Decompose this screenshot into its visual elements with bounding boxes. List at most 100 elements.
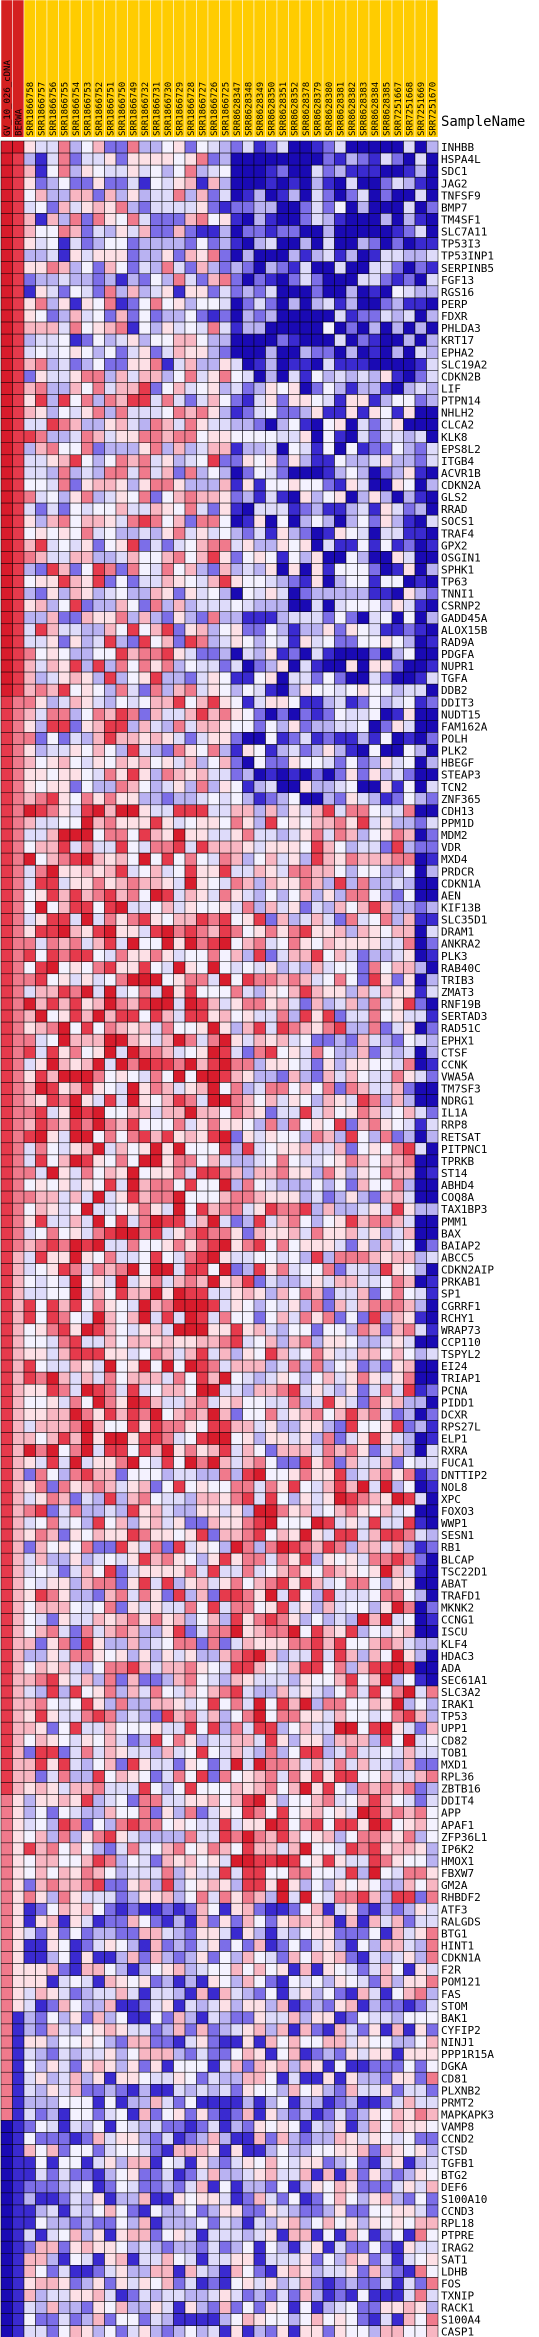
heatmap-cell (322, 997, 335, 1011)
heatmap-cell (368, 1456, 381, 1469)
heatmap-cell (150, 768, 163, 781)
heatmap-cell (414, 611, 427, 625)
heatmap-cell (196, 502, 209, 516)
heatmap-cell (150, 1227, 163, 1240)
heatmap-cell (104, 1142, 117, 1156)
heatmap-cell (46, 575, 59, 588)
heatmap-cell (403, 1383, 416, 1397)
heatmap-cell (23, 1263, 36, 1276)
heatmap-cell (138, 1601, 151, 1614)
heatmap-cell (207, 406, 220, 419)
heatmap-cell (104, 1094, 117, 1107)
heatmap-cell (58, 1263, 71, 1276)
heatmap-cell (58, 1371, 71, 1385)
heatmap-cell (207, 189, 220, 202)
heatmap-cell (150, 720, 163, 733)
heatmap-cell (138, 985, 151, 999)
heatmap-cell (58, 1589, 71, 1602)
heatmap-cell (230, 189, 243, 202)
heatmap-cell (391, 1347, 404, 1361)
heatmap-cell (322, 406, 335, 419)
heatmap-cell (58, 297, 71, 311)
heatmap-cell (196, 1070, 209, 1083)
heatmap-cell (161, 454, 174, 468)
heatmap-cell (35, 1130, 48, 1144)
heatmap-cell (345, 768, 358, 781)
heatmap-cell (35, 877, 48, 890)
heatmap-cell (426, 1058, 439, 1071)
heatmap-cell (207, 756, 220, 769)
heatmap-cell (311, 695, 324, 709)
heatmap-cell (322, 1504, 335, 1518)
heatmap-cell (81, 152, 94, 166)
heatmap-cell (242, 695, 255, 709)
heatmap-cell (380, 1070, 393, 1083)
heatmap-cell (150, 201, 163, 214)
heatmap-cell (322, 587, 335, 600)
heatmap-cell (311, 1009, 324, 1023)
heatmap-cell (265, 647, 278, 661)
heatmap-cell (288, 1046, 301, 1059)
heatmap-cell (265, 1311, 278, 1325)
heatmap-cell (184, 1408, 197, 1421)
heatmap-cell (173, 708, 186, 721)
heatmap-cell (23, 828, 36, 842)
heatmap-cell (35, 1383, 48, 1397)
heatmap-cell (265, 840, 278, 854)
heatmap-cell (150, 1239, 163, 1252)
heatmap-cell (253, 297, 266, 311)
heatmap-cell (403, 756, 416, 769)
heatmap-cell (12, 780, 25, 794)
heatmap-cell (173, 152, 186, 166)
heatmap-cell (403, 1239, 416, 1252)
heatmap-cell (207, 1420, 220, 1433)
heatmap-cell (219, 1311, 232, 1325)
heatmap-cell (161, 514, 174, 528)
heatmap-cell (265, 466, 278, 480)
heatmap-cell (322, 189, 335, 202)
heatmap-cell (92, 563, 105, 576)
heatmap-cell (276, 1589, 289, 1602)
heatmap-cell (299, 1432, 312, 1445)
heatmap-cell (391, 780, 404, 794)
heatmap-cell (161, 1601, 174, 1614)
heatmap-cell (311, 913, 324, 926)
heatmap-cell (150, 164, 163, 178)
heatmap-cell (288, 1299, 301, 1313)
heatmap-cell (58, 659, 71, 673)
heatmap-cell (81, 1275, 94, 1288)
heatmap-cell (299, 1021, 312, 1035)
heatmap-cell (426, 1263, 439, 1276)
heatmap-cell (196, 345, 209, 359)
heatmap-cell (380, 213, 393, 226)
heatmap-cell (357, 804, 370, 818)
heatmap-cell (69, 695, 82, 709)
heatmap-cell (81, 877, 94, 890)
heatmap-cell (311, 708, 324, 721)
heatmap-cell (58, 1492, 71, 1506)
heatmap-cell (322, 176, 335, 190)
heatmap-cell (414, 1275, 427, 1288)
heatmap-cell (242, 1033, 255, 1047)
heatmap-cell (403, 1516, 416, 1530)
heatmap-cell (414, 647, 427, 661)
heatmap-cell (288, 1504, 301, 1518)
heatmap-cell (322, 623, 335, 637)
heatmap-cell (391, 285, 404, 299)
heatmap-cell (276, 1214, 289, 1228)
heatmap-cell (0, 1359, 13, 1373)
heatmap-cell (173, 1154, 186, 1168)
heatmap-cell (242, 1082, 255, 1095)
heatmap-cell (368, 1468, 381, 1482)
heatmap-cell (173, 985, 186, 999)
heatmap-cell (104, 1383, 117, 1397)
heatmap-cell (345, 490, 358, 504)
heatmap-cell (173, 683, 186, 697)
heatmap-cell (345, 1456, 358, 1469)
heatmap-cell (161, 394, 174, 407)
heatmap-cell (345, 1396, 358, 1409)
heatmap-cell (414, 683, 427, 697)
heatmap-cell (334, 587, 347, 600)
heatmap-cell (288, 1166, 301, 1180)
heatmap-cell (299, 1263, 312, 1276)
